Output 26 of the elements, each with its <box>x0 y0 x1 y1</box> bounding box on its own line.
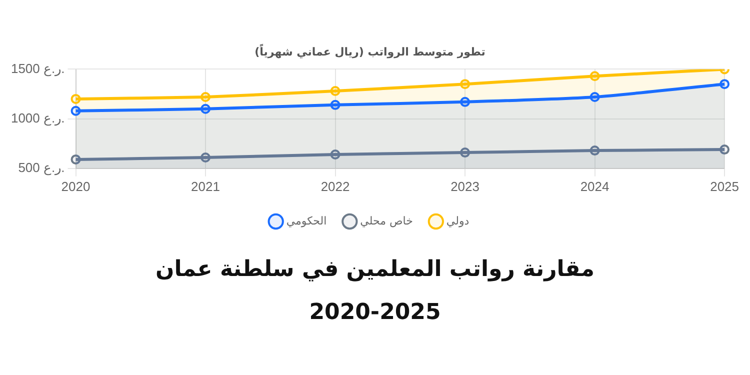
point <box>200 92 211 102</box>
legend-label: خاص محلي <box>360 214 413 228</box>
x-tick-label: 2022 <box>320 178 350 194</box>
x-tick-label: 2023 <box>450 178 480 194</box>
point <box>70 106 81 116</box>
text: مقارنة رواتب المعلمين في سلطنة عمان <box>154 257 596 282</box>
x-tick-label: 2020 <box>61 178 90 194</box>
point <box>200 104 211 114</box>
point <box>70 94 81 104</box>
point <box>720 79 730 90</box>
x-tick-label: 2021 <box>191 178 220 194</box>
chart-title: تطور متوسط الرواتب (ريال عماني شهرياً) <box>254 43 486 58</box>
point <box>460 79 470 90</box>
legend-label: الحكومي <box>286 214 327 228</box>
y-tick-label: 1500 ر.ع. <box>10 60 65 77</box>
point <box>590 92 600 102</box>
legend-label: دولي <box>446 214 470 228</box>
y-tick-label: 500 ر.ع. <box>18 160 65 176</box>
point <box>590 71 600 82</box>
point <box>330 100 340 110</box>
text: 2020-2025 <box>308 300 442 325</box>
point <box>330 86 340 96</box>
x-tick-label: 2024 <box>580 178 610 194</box>
x-tick-label: 2025 <box>710 178 739 194</box>
point <box>460 96 470 107</box>
y-tick-label: 1000 ر.ع. <box>10 110 65 126</box>
